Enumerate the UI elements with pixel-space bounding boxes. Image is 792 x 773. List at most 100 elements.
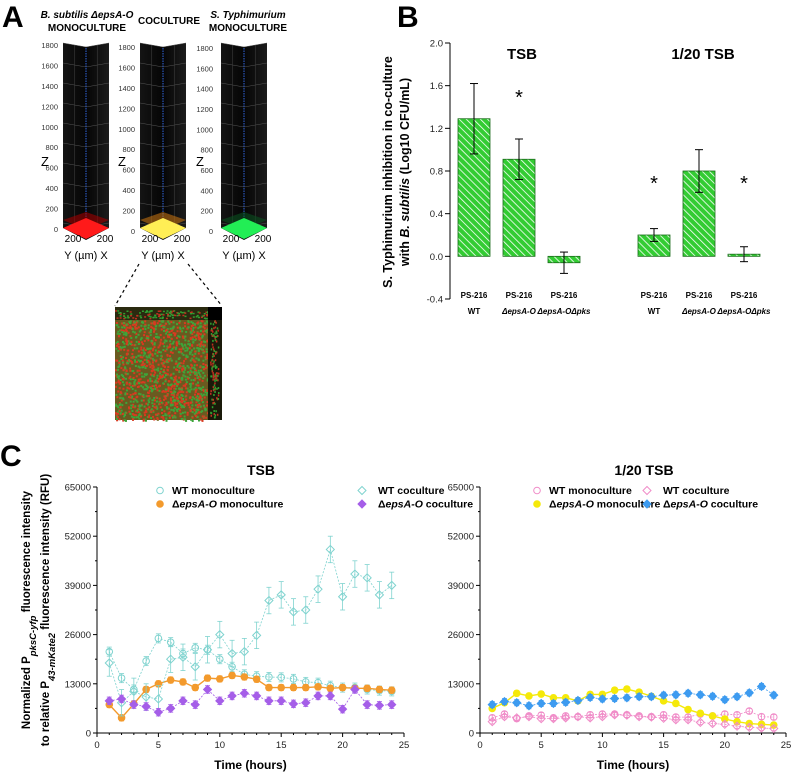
cell-speck <box>145 402 148 405</box>
legend-label: WT monoculture <box>172 485 255 497</box>
cell-speck <box>206 379 209 382</box>
cell-speck <box>202 334 204 337</box>
cell-speck <box>117 345 120 348</box>
cell-speck <box>145 355 148 358</box>
cell-speck <box>136 400 139 403</box>
cell-speck <box>150 411 153 414</box>
cell-speck <box>158 403 161 406</box>
cell-speck <box>168 333 171 336</box>
cell-speck <box>193 360 196 363</box>
cell-speck <box>125 323 128 326</box>
cell-speck <box>169 345 172 348</box>
data-point <box>264 595 274 606</box>
cell-speck <box>126 352 129 355</box>
data-point <box>684 705 692 714</box>
cell-speck <box>190 398 193 401</box>
cell-speck <box>193 347 196 350</box>
cell-speck <box>155 333 158 335</box>
cell-speck <box>196 404 199 406</box>
cell-speck <box>176 364 179 367</box>
x-base-tick: 200 <box>97 234 114 245</box>
cell-speck <box>172 399 175 402</box>
z-tick-label: 1200 <box>196 105 213 114</box>
y-base-tick: 200 <box>65 234 82 245</box>
z-tick-label: 800 <box>45 143 58 152</box>
cell-speck <box>194 391 197 393</box>
cell-speck <box>138 330 141 333</box>
cell-speck <box>197 409 200 412</box>
cell-speck <box>144 414 146 417</box>
cell-speck <box>144 418 146 421</box>
cell-speck <box>162 370 165 373</box>
data-point <box>720 719 730 730</box>
cell-speck <box>166 393 169 396</box>
cell-speck <box>170 376 173 379</box>
data-point <box>240 673 249 681</box>
cell-speck <box>131 370 134 372</box>
cell-speck <box>188 343 191 346</box>
y-tick-label: 0.4 <box>430 209 443 220</box>
line-chart-tsb: 0 13000 26000 39000 52000 65000 0 5 10 15 20 25 Time… <box>65 462 474 772</box>
cell-speck <box>126 372 129 375</box>
cell-speck <box>170 349 173 352</box>
y-tick-label: 1.2 <box>430 124 443 135</box>
cell-speck <box>121 326 124 329</box>
cell-speck <box>129 367 132 370</box>
x-tick-label: 15 <box>276 740 287 751</box>
chart-title: 1/20 TSB <box>614 462 673 478</box>
cell-speck <box>204 356 207 359</box>
data-point <box>289 675 298 683</box>
cell-speck <box>176 381 179 384</box>
data-point <box>202 684 213 695</box>
cell-speck <box>153 343 156 346</box>
cell-speck <box>182 374 185 377</box>
data-point <box>671 690 681 700</box>
y-tick-label: 0 <box>86 729 91 740</box>
cell-speck <box>122 324 125 327</box>
cell-speck <box>170 401 173 404</box>
data-point <box>129 686 139 697</box>
cell-speck <box>125 339 128 342</box>
data-point <box>387 699 397 710</box>
cell-speck <box>206 401 209 404</box>
data-point <box>671 715 681 725</box>
cell-speck <box>198 326 201 329</box>
cell-speck <box>193 323 196 326</box>
cell-speck <box>136 409 139 412</box>
z-tick-label: 800 <box>122 145 135 154</box>
z-tick-label: 1800 <box>196 44 213 53</box>
cell-speck <box>131 404 134 407</box>
line-chart-diluted-tsb: 0 13000 26000 39000 52000 65000 0 5 10 15 20 25 Time… <box>448 462 792 772</box>
data-point <box>642 485 652 496</box>
cell-speck <box>174 412 177 415</box>
cell-speck <box>171 414 174 417</box>
data-point <box>179 678 187 686</box>
cell-speck <box>165 332 168 335</box>
cell-speck <box>154 406 157 409</box>
cell-speck <box>200 397 203 400</box>
cell-speck <box>153 346 156 349</box>
cell-speck <box>177 381 180 384</box>
data-point <box>154 634 163 643</box>
data-point <box>387 580 397 591</box>
cell-speck <box>128 342 131 345</box>
cell-speck <box>187 366 190 369</box>
cell-speck <box>146 356 149 359</box>
cell-speck <box>153 337 155 340</box>
z-tick-label: 200 <box>45 205 58 214</box>
cell-speck <box>174 379 177 382</box>
cell-speck <box>135 356 138 359</box>
cell-speck <box>168 358 171 361</box>
cell-speck <box>130 396 133 399</box>
z-tick-label: 0 <box>54 225 58 234</box>
cell-speck <box>156 377 159 380</box>
data-point <box>288 699 299 709</box>
cell-speck <box>193 409 196 412</box>
cell-speck <box>197 369 200 372</box>
cell-speck <box>139 329 142 332</box>
cell-speck <box>167 346 170 349</box>
cell-speck <box>165 348 168 351</box>
cell-speck <box>151 364 154 367</box>
cell-speck <box>198 387 201 390</box>
data-point <box>338 683 347 692</box>
